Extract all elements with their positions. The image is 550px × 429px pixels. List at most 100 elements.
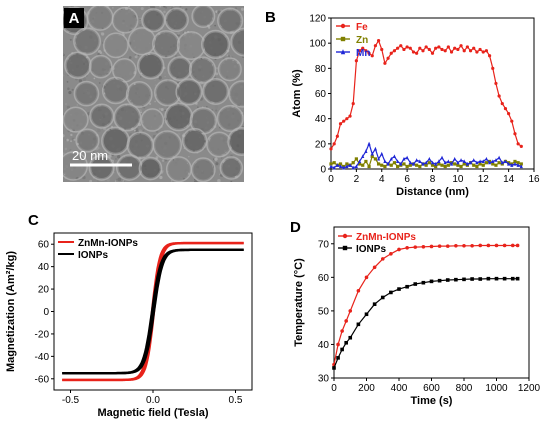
tem-grain (164, 75, 166, 78)
tem-particle-shell (63, 106, 89, 133)
x-tick-label: 0.5 (229, 395, 243, 406)
data-point (373, 44, 378, 48)
data-point (507, 112, 511, 116)
tem-grain (65, 103, 67, 105)
x-tick-label: 600 (423, 383, 440, 394)
tem-grain (93, 77, 96, 80)
y-axis-title: Magnetization (Am²/kg) (5, 251, 17, 372)
data-point (472, 163, 476, 167)
tem-grain (114, 180, 117, 182)
panel-b-letter: B (265, 9, 276, 26)
data-point (345, 164, 349, 169)
x-tick-label: 10 (452, 174, 464, 185)
data-point (462, 243, 466, 248)
tem-grain (158, 107, 161, 111)
y-tick-label: 40 (318, 340, 330, 351)
tem-grain (89, 179, 93, 182)
tem-particle-core (144, 10, 163, 30)
data-point (336, 342, 340, 347)
tem-grain (163, 6, 166, 8)
data-point (389, 252, 393, 256)
tem-grain (134, 55, 138, 59)
tem-grain (98, 82, 101, 84)
data-point (389, 51, 393, 55)
data-point (478, 277, 483, 281)
tem-grain (63, 74, 65, 77)
tem-grain (159, 175, 163, 180)
data-point (481, 163, 485, 167)
data-point (484, 156, 489, 161)
tem-grain (212, 177, 216, 181)
data-point (399, 161, 403, 166)
legend-label-ionps: IONPs (356, 244, 386, 255)
data-point (329, 164, 333, 169)
tem-grain (66, 105, 71, 109)
data-point (424, 163, 428, 167)
tem-particle-shell (88, 154, 115, 181)
data-point (329, 162, 333, 166)
data-point (380, 257, 385, 261)
data-point (405, 45, 409, 49)
x-tick-label: 14 (503, 174, 515, 185)
data-point (481, 50, 485, 54)
data-point (454, 243, 458, 248)
data-point (497, 155, 501, 160)
tem-particle-core (203, 32, 228, 57)
data-point (397, 287, 401, 291)
tem-grain (73, 138, 76, 141)
tem-grain (70, 86, 73, 90)
data-point (475, 164, 479, 169)
data-point (335, 163, 339, 167)
tem-grain (227, 55, 231, 58)
data-point (357, 159, 362, 164)
tem-grain (135, 128, 139, 131)
tem-grain (139, 14, 142, 17)
tem-particle-shell (202, 77, 230, 105)
tem-grain (240, 107, 244, 111)
panel-a-tem-image: A 20 nm (63, 6, 244, 182)
tem-grain (215, 67, 219, 70)
data-point (497, 94, 501, 98)
tem-grain (82, 77, 87, 82)
tem-particle-core (222, 158, 241, 177)
data-point (424, 45, 428, 49)
tem-particle-core (103, 129, 128, 153)
data-point (402, 156, 406, 161)
data-point (453, 162, 457, 166)
tem-grain (63, 134, 65, 138)
tem-particle-core (232, 30, 244, 54)
data-point (408, 160, 412, 165)
tem-grain (87, 6, 91, 10)
tem-grain (193, 180, 198, 182)
tem-particle-core (220, 59, 240, 79)
data-point (367, 141, 371, 146)
tem-grain (215, 162, 219, 166)
tem-particle-core (129, 134, 152, 157)
data-point (453, 156, 457, 161)
y-tick-label: 60 (38, 240, 50, 251)
tem-grain (214, 105, 219, 110)
tem-particle-shell (102, 32, 129, 59)
tem-particle-shell (113, 103, 142, 132)
tem-grain (220, 156, 223, 159)
data-point (494, 243, 499, 248)
tem-particle-shell (75, 128, 100, 153)
panel-d-letter: D (290, 219, 301, 236)
x-tick-label: 800 (456, 383, 473, 394)
data-point (397, 247, 401, 252)
data-point (494, 81, 498, 86)
data-point (446, 163, 450, 167)
data-point (445, 244, 450, 248)
data-point (376, 162, 381, 166)
data-point (405, 246, 409, 250)
tem-grain (220, 9, 222, 11)
panel-c-magnetization-chart: -0.5 0.0 0.5 -60 -40 -20 0 20 40 60 Magnetic field… (5, 232, 253, 419)
data-point (478, 159, 482, 164)
tem-grain (136, 6, 139, 9)
data-point (402, 47, 406, 52)
data-point (465, 161, 469, 166)
tem-grain (97, 128, 101, 133)
data-point (513, 161, 517, 166)
tem-grain (78, 79, 83, 83)
tem-particle-core (231, 83, 244, 105)
